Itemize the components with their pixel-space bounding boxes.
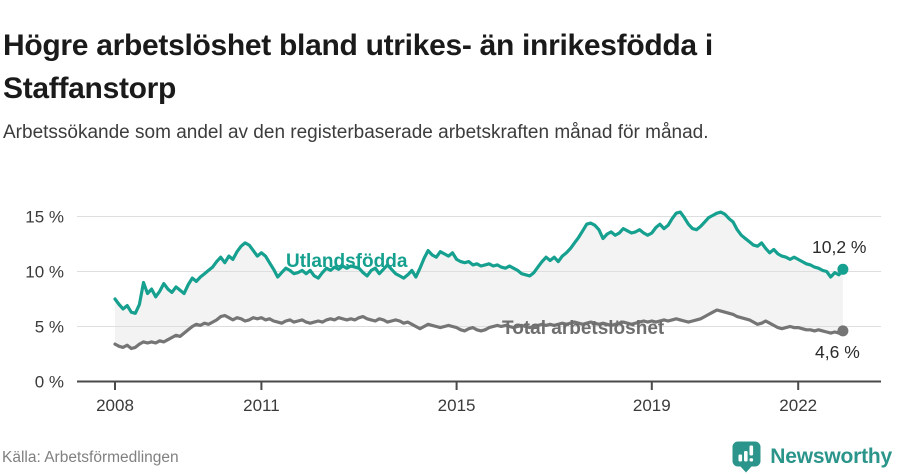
page-subtitle: Arbetssökande som andel av den registerb…: [3, 122, 709, 143]
series-label-total-arbetsloshet: Total arbetslöshet: [502, 318, 665, 339]
x-axis-label-2011: 2011: [243, 396, 280, 415]
newsworthy-logo-text: Newsworthy: [770, 444, 892, 468]
y-axis-label-10: 10 %: [25, 263, 64, 282]
y-axis-label-0: 0 %: [35, 373, 64, 392]
y-axis-label-15: 15 %: [25, 208, 64, 227]
series-line-total-arbetsloshet: [113, 308, 845, 351]
page-title: Högre arbetslöshet bland utrikes- än inr…: [3, 29, 713, 106]
y-axis-label-5: 5 %: [35, 318, 64, 337]
end-dot-total-arbetsloshet: [837, 325, 849, 337]
x-axis-label-2008: 2008: [96, 396, 134, 415]
end-value-label-utlandsfodda: 10,2 %: [812, 237, 866, 257]
x-axis-label-2019: 2019: [633, 396, 671, 415]
series-label-utlandsfodda: Utlandsfödda: [286, 251, 408, 272]
end-dot-utlandsfodda: [837, 263, 849, 275]
bar-chart-speech-bubble-icon: [732, 441, 761, 473]
source-note: Källa: Arbetsförmedlingen: [2, 449, 179, 466]
end-value-label-total-arbetsloshet: 4,6 %: [815, 342, 860, 362]
area-fill: [115, 212, 843, 349]
x-axis-label-2015: 2015: [438, 396, 476, 415]
newsworthy-logo[interactable]: Newsworthy: [731, 440, 892, 473]
series-line-utlandsfodda: [113, 210, 845, 315]
x-axis-label-2022: 2022: [779, 396, 817, 415]
